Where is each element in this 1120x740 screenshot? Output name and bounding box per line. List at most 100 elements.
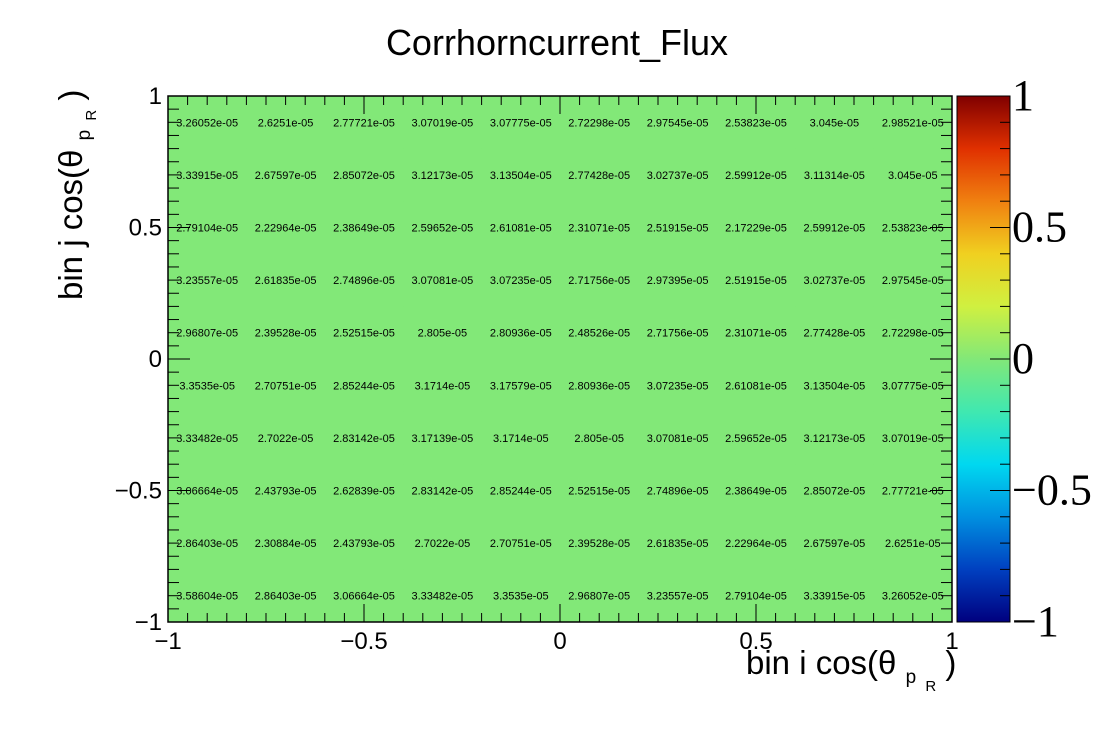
cell-label: 2.70751e-05 xyxy=(255,380,317,392)
cell-label: 2.62839e-05 xyxy=(333,486,395,498)
cell-label: 2.7022e-05 xyxy=(415,538,471,550)
x-tick-label: 0 xyxy=(553,628,566,655)
heatmap-cell xyxy=(873,411,953,465)
y-tick-label: −0.5 xyxy=(115,478,162,505)
cell-label: 2.85244e-05 xyxy=(490,486,552,498)
cell-label: 3.33482e-05 xyxy=(176,433,238,445)
heatmap-cell xyxy=(481,464,561,518)
x-axis-title-text: bin i cos(θ xyxy=(746,644,896,681)
cell-label: 3.1714e-05 xyxy=(415,380,471,392)
heatmap-cell xyxy=(246,516,326,570)
cell-label: 2.85072e-05 xyxy=(804,486,866,498)
heatmap-cell xyxy=(795,411,875,465)
heatmap-cell xyxy=(795,148,875,202)
heatmap-cell xyxy=(403,464,483,518)
heatmap-cell xyxy=(873,253,953,307)
cell-label: 2.67597e-05 xyxy=(804,538,866,550)
cell-label: 2.71756e-05 xyxy=(647,328,709,340)
cell-label: 3.07235e-05 xyxy=(490,275,552,287)
y-tick-label: 1 xyxy=(149,83,162,110)
cell-label: 2.59912e-05 xyxy=(804,223,866,235)
cell-label: 3.045e-05 xyxy=(888,170,938,182)
heatmap-cell xyxy=(638,411,718,465)
cell-label: 2.31071e-05 xyxy=(725,328,787,340)
cell-label: 2.67597e-05 xyxy=(255,170,317,182)
cell-label: 3.07081e-05 xyxy=(647,433,709,445)
cell-label: 2.79104e-05 xyxy=(176,223,238,235)
cell-label: 3.07775e-05 xyxy=(882,380,944,392)
heatmap-cell xyxy=(324,306,404,360)
heatmap-cell xyxy=(638,148,718,202)
heatmap-cell xyxy=(324,464,404,518)
cell-label: 2.48526e-05 xyxy=(568,328,630,340)
cell-label: 3.3535e-05 xyxy=(179,380,235,392)
y-axis-title: bin j cos(θ p R ) xyxy=(52,90,100,300)
heatmap-cell xyxy=(638,306,718,360)
cell-label: 3.12173e-05 xyxy=(412,170,474,182)
z-tick-label: 1 xyxy=(1012,71,1034,120)
z-tick-label: −1 xyxy=(1012,597,1059,646)
heatmap-cell xyxy=(168,306,247,360)
cell-label: 2.39528e-05 xyxy=(255,328,317,340)
cell-label: 2.77721e-05 xyxy=(882,486,944,498)
x-axis-title-subsub: R xyxy=(925,678,936,695)
cell-label: 2.79104e-05 xyxy=(725,591,787,603)
cell-label: 2.80936e-05 xyxy=(568,380,630,392)
cell-label: 3.58604e-05 xyxy=(176,591,238,603)
cell-label: 3.23557e-05 xyxy=(647,591,709,603)
cell-label: 3.045e-05 xyxy=(810,117,860,129)
x-axis-title-sub: p xyxy=(906,667,917,688)
heatmap-cell xyxy=(560,148,639,202)
cell-label: 2.38649e-05 xyxy=(333,223,395,235)
heatmap-cell xyxy=(873,516,953,570)
heatmap-cell xyxy=(324,516,404,570)
cell-label: 2.97545e-05 xyxy=(882,275,944,287)
heatmap-cell xyxy=(481,516,561,570)
heatmap-cell xyxy=(560,359,639,413)
cell-label: 2.53823e-05 xyxy=(725,117,787,129)
cell-label: 3.26052e-05 xyxy=(176,117,238,129)
heatmap-cell xyxy=(795,464,875,518)
cell-label: 2.43793e-05 xyxy=(255,486,317,498)
cell-label: 2.805e-05 xyxy=(418,328,468,340)
x-axis-title-close: ) xyxy=(945,644,956,681)
y-axis-title-close: ) xyxy=(52,90,89,101)
z-tick-label: −0.5 xyxy=(1012,466,1092,515)
heatmap-cell xyxy=(246,148,326,202)
cell-label: 3.07019e-05 xyxy=(412,117,474,129)
cell-label: 2.85244e-05 xyxy=(333,380,395,392)
heatmap-cell xyxy=(716,411,796,465)
heatmap-cell xyxy=(403,411,483,465)
heatmap-cell xyxy=(246,411,326,465)
cell-label: 2.71756e-05 xyxy=(568,275,630,287)
cell-label: 3.3535e-05 xyxy=(493,591,549,603)
heatmap-cell xyxy=(324,253,404,307)
cell-label: 3.1714e-05 xyxy=(493,433,549,445)
heatmap-cell xyxy=(168,411,247,465)
z-tick-label: 0.5 xyxy=(1012,203,1067,252)
cell-label: 3.07019e-05 xyxy=(882,433,944,445)
cell-label: 3.33482e-05 xyxy=(412,591,474,603)
heatmap-cell xyxy=(481,411,561,465)
cell-label: 2.72298e-05 xyxy=(882,328,944,340)
cell-label: 2.59652e-05 xyxy=(725,433,787,445)
cell-labels: 3.26052e-05 2.6251e-05 2.77721e-05 3.07019e… xyxy=(176,117,943,602)
heatmap-cell xyxy=(481,201,561,255)
cell-label: 2.61081e-05 xyxy=(490,223,552,235)
heatmap-cell xyxy=(795,201,875,255)
cell-label: 3.13504e-05 xyxy=(804,380,866,392)
cell-label: 2.96807e-05 xyxy=(176,328,238,340)
heatmap-cell xyxy=(403,148,483,202)
heatmap-cell xyxy=(403,201,483,255)
cell-label: 2.17229e-05 xyxy=(725,223,787,235)
cell-label: 3.11314e-05 xyxy=(804,170,865,182)
z-tick-label: 0 xyxy=(1012,334,1034,383)
cell-label: 2.53823e-05 xyxy=(882,223,944,235)
cell-label: 3.23557e-05 xyxy=(176,275,238,287)
heatmap-cell xyxy=(403,359,483,413)
cell-label: 2.85072e-05 xyxy=(333,170,395,182)
axes: −1 −0.5 0 0.5 1 −1 −0.5 0 0.5 1 xyxy=(115,83,959,655)
heatmap-cell xyxy=(560,411,639,465)
x-tick-label: −0.5 xyxy=(340,628,387,655)
